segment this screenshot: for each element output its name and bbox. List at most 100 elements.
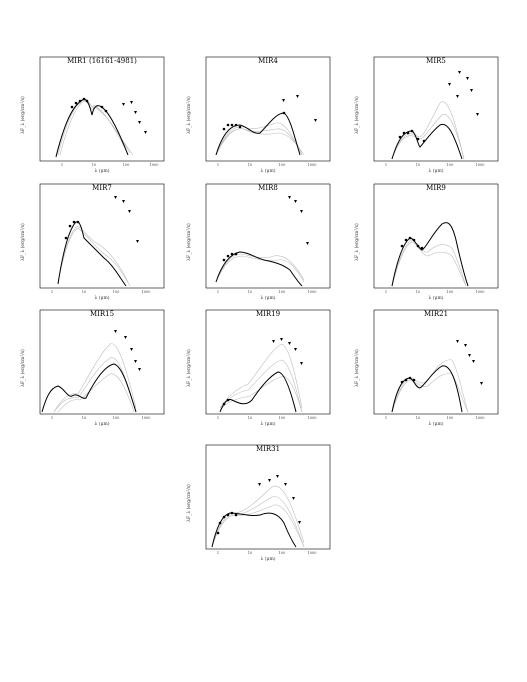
svg-text:1: 1 bbox=[385, 416, 387, 420]
model-curves-grey bbox=[211, 485, 305, 548]
data-points bbox=[222, 111, 286, 131]
x-axis-label: λ (μm) bbox=[429, 167, 444, 174]
data-points bbox=[222, 252, 238, 262]
sed-plot-mir19: MIR19 λF_λ (erg/cm²/s) λ (μm) 1 10 100 1… bbox=[185, 309, 331, 427]
panel-mir9: MIR9 λF_λ (erg/cm²/s) λ (μm) 1 10 100 10… bbox=[352, 182, 502, 302]
panel-title: MIR19 bbox=[256, 310, 280, 318]
upper-limit-markers bbox=[114, 330, 141, 371]
y-axis-label: λF_λ (erg/cm²/s) bbox=[185, 484, 192, 522]
svg-text:100: 100 bbox=[113, 290, 120, 294]
model-curves-grey bbox=[215, 122, 305, 156]
x-tick-labels: 1 10 100 1000 bbox=[51, 290, 151, 294]
best-fit-curve bbox=[391, 365, 463, 413]
panel-mir19: MIR19 λF_λ (erg/cm²/s) λ (μm) 1 10 100 1… bbox=[184, 308, 334, 428]
x-tick-labels: 1 10 100 1000 bbox=[51, 416, 151, 420]
svg-text:1: 1 bbox=[51, 416, 53, 420]
panel-title: MIR4 bbox=[258, 57, 278, 65]
svg-text:100: 100 bbox=[447, 163, 454, 167]
sed-plot-mir4: MIR4 λF_λ (erg/cm²/s) λ (μm) 1 10 100 10… bbox=[185, 56, 331, 174]
sed-plot-mir9: MIR9 λF_λ (erg/cm²/s) λ (μm) 1 10 100 10… bbox=[353, 183, 499, 301]
y-axis-label: λF_λ (erg/cm²/s) bbox=[353, 96, 360, 134]
x-tick-labels: 1 10 100 1000 bbox=[217, 290, 317, 294]
x-tick-labels: 1 10 100 1000 bbox=[385, 163, 485, 167]
sed-plot-mir31: MIR31 λF_λ (erg/cm²/s) λ (μm) 1 10 100 1… bbox=[185, 444, 331, 562]
svg-text:1: 1 bbox=[217, 416, 219, 420]
upper-limit-markers bbox=[282, 95, 317, 122]
svg-text:1: 1 bbox=[217, 551, 219, 555]
model-curves-grey bbox=[391, 239, 467, 287]
x-axis-label: λ (μm) bbox=[261, 167, 276, 174]
panel-mir5: MIR5 λF_λ (erg/cm²/s) λ (μm) 1 10 100 10… bbox=[352, 55, 502, 175]
x-tick-labels: 1 10 100 1000 bbox=[385, 416, 485, 420]
best-fit-curve bbox=[219, 371, 297, 413]
panel-mir4: MIR4 λF_λ (erg/cm²/s) λ (μm) 1 10 100 10… bbox=[184, 55, 334, 175]
svg-text:10: 10 bbox=[248, 551, 252, 555]
svg-text:1: 1 bbox=[217, 163, 219, 167]
panel-title: MIR8 bbox=[258, 184, 278, 192]
x-axis-label: λ (μm) bbox=[95, 294, 110, 301]
svg-text:1000: 1000 bbox=[142, 290, 151, 294]
panel-mir1: MIR1 (16161-4981) λF_λ (erg/cm²/s) λ (μm… bbox=[18, 55, 168, 175]
data-points bbox=[70, 97, 108, 113]
sed-plot-mir7: MIR7 λF_λ (erg/cm²/s) λ (μm) 1 10 100 10… bbox=[19, 183, 165, 301]
panel-title: MIR31 bbox=[256, 445, 280, 453]
panel-title: MIR15 bbox=[90, 310, 114, 318]
panel-title: MIR7 bbox=[92, 184, 112, 192]
sed-plot-mir8: MIR8 λF_λ (erg/cm²/s) λ (μm) 1 10 100 10… bbox=[185, 183, 331, 301]
upper-limit-markers bbox=[448, 71, 479, 116]
svg-text:1000: 1000 bbox=[476, 163, 485, 167]
upper-limit-markers bbox=[272, 338, 303, 365]
svg-text:1000: 1000 bbox=[308, 163, 317, 167]
svg-text:1000: 1000 bbox=[308, 551, 317, 555]
upper-limit-markers bbox=[122, 101, 147, 134]
svg-text:1000: 1000 bbox=[142, 416, 151, 420]
svg-text:100: 100 bbox=[279, 163, 286, 167]
x-tick-labels: 1 10 100 1000 bbox=[61, 163, 159, 167]
best-fit-curve bbox=[391, 123, 463, 160]
best-fit-curve bbox=[391, 222, 469, 287]
panel-title: MIR9 bbox=[426, 184, 446, 192]
upper-limit-markers bbox=[258, 475, 301, 524]
panel-title: MIR21 bbox=[424, 310, 448, 318]
svg-text:10: 10 bbox=[248, 163, 252, 167]
panel-title: MIR1 (16161-4981) bbox=[67, 57, 137, 65]
x-tick-labels: 1 10 100 1000 bbox=[217, 163, 317, 167]
sed-plot-mir5: MIR5 λF_λ (erg/cm²/s) λ (μm) 1 10 100 10… bbox=[353, 56, 499, 174]
svg-text:100: 100 bbox=[123, 163, 130, 167]
y-axis-label: λF_λ (erg/cm²/s) bbox=[353, 349, 360, 387]
svg-text:1: 1 bbox=[51, 290, 53, 294]
panel-title: MIR5 bbox=[426, 57, 446, 65]
svg-text:10: 10 bbox=[416, 290, 420, 294]
data-points bbox=[400, 376, 416, 384]
x-tick-labels: 1 10 100 1000 bbox=[217, 416, 317, 420]
sed-plot-mir1: MIR1 (16161-4981) λF_λ (erg/cm²/s) λ (μm… bbox=[19, 56, 165, 174]
x-axis-label: λ (μm) bbox=[95, 167, 110, 174]
data-points bbox=[216, 511, 238, 535]
svg-text:100: 100 bbox=[279, 290, 286, 294]
best-fit-curve bbox=[41, 363, 137, 413]
svg-text:10: 10 bbox=[92, 163, 96, 167]
y-axis-label: λF_λ (erg/cm²/s) bbox=[19, 96, 26, 134]
model-curves-grey bbox=[57, 225, 131, 287]
best-fit-curve bbox=[215, 251, 303, 287]
best-fit-curve bbox=[55, 98, 129, 158]
y-axis-label: λF_λ (erg/cm²/s) bbox=[353, 223, 360, 261]
svg-text:10: 10 bbox=[82, 290, 86, 294]
x-axis-label: λ (μm) bbox=[429, 420, 444, 427]
panel-mir8: MIR8 λF_λ (erg/cm²/s) λ (μm) 1 10 100 10… bbox=[184, 182, 334, 302]
panel-mir7: MIR7 λF_λ (erg/cm²/s) λ (μm) 1 10 100 10… bbox=[18, 182, 168, 302]
upper-limit-markers bbox=[114, 196, 139, 243]
panel-mir31: MIR31 λF_λ (erg/cm²/s) λ (μm) 1 10 100 1… bbox=[184, 443, 334, 563]
svg-text:10: 10 bbox=[416, 416, 420, 420]
model-curves-grey bbox=[391, 101, 465, 160]
y-axis-label: λF_λ (erg/cm²/s) bbox=[185, 96, 192, 134]
y-axis-label: λF_λ (erg/cm²/s) bbox=[185, 349, 192, 387]
svg-text:10: 10 bbox=[248, 416, 252, 420]
svg-text:100: 100 bbox=[279, 551, 286, 555]
svg-text:1: 1 bbox=[385, 163, 387, 167]
x-tick-labels: 1 10 100 1000 bbox=[217, 551, 317, 555]
x-axis-label: λ (μm) bbox=[261, 420, 276, 427]
upper-limit-markers bbox=[288, 196, 309, 245]
svg-text:100: 100 bbox=[113, 416, 120, 420]
svg-text:1000: 1000 bbox=[308, 416, 317, 420]
